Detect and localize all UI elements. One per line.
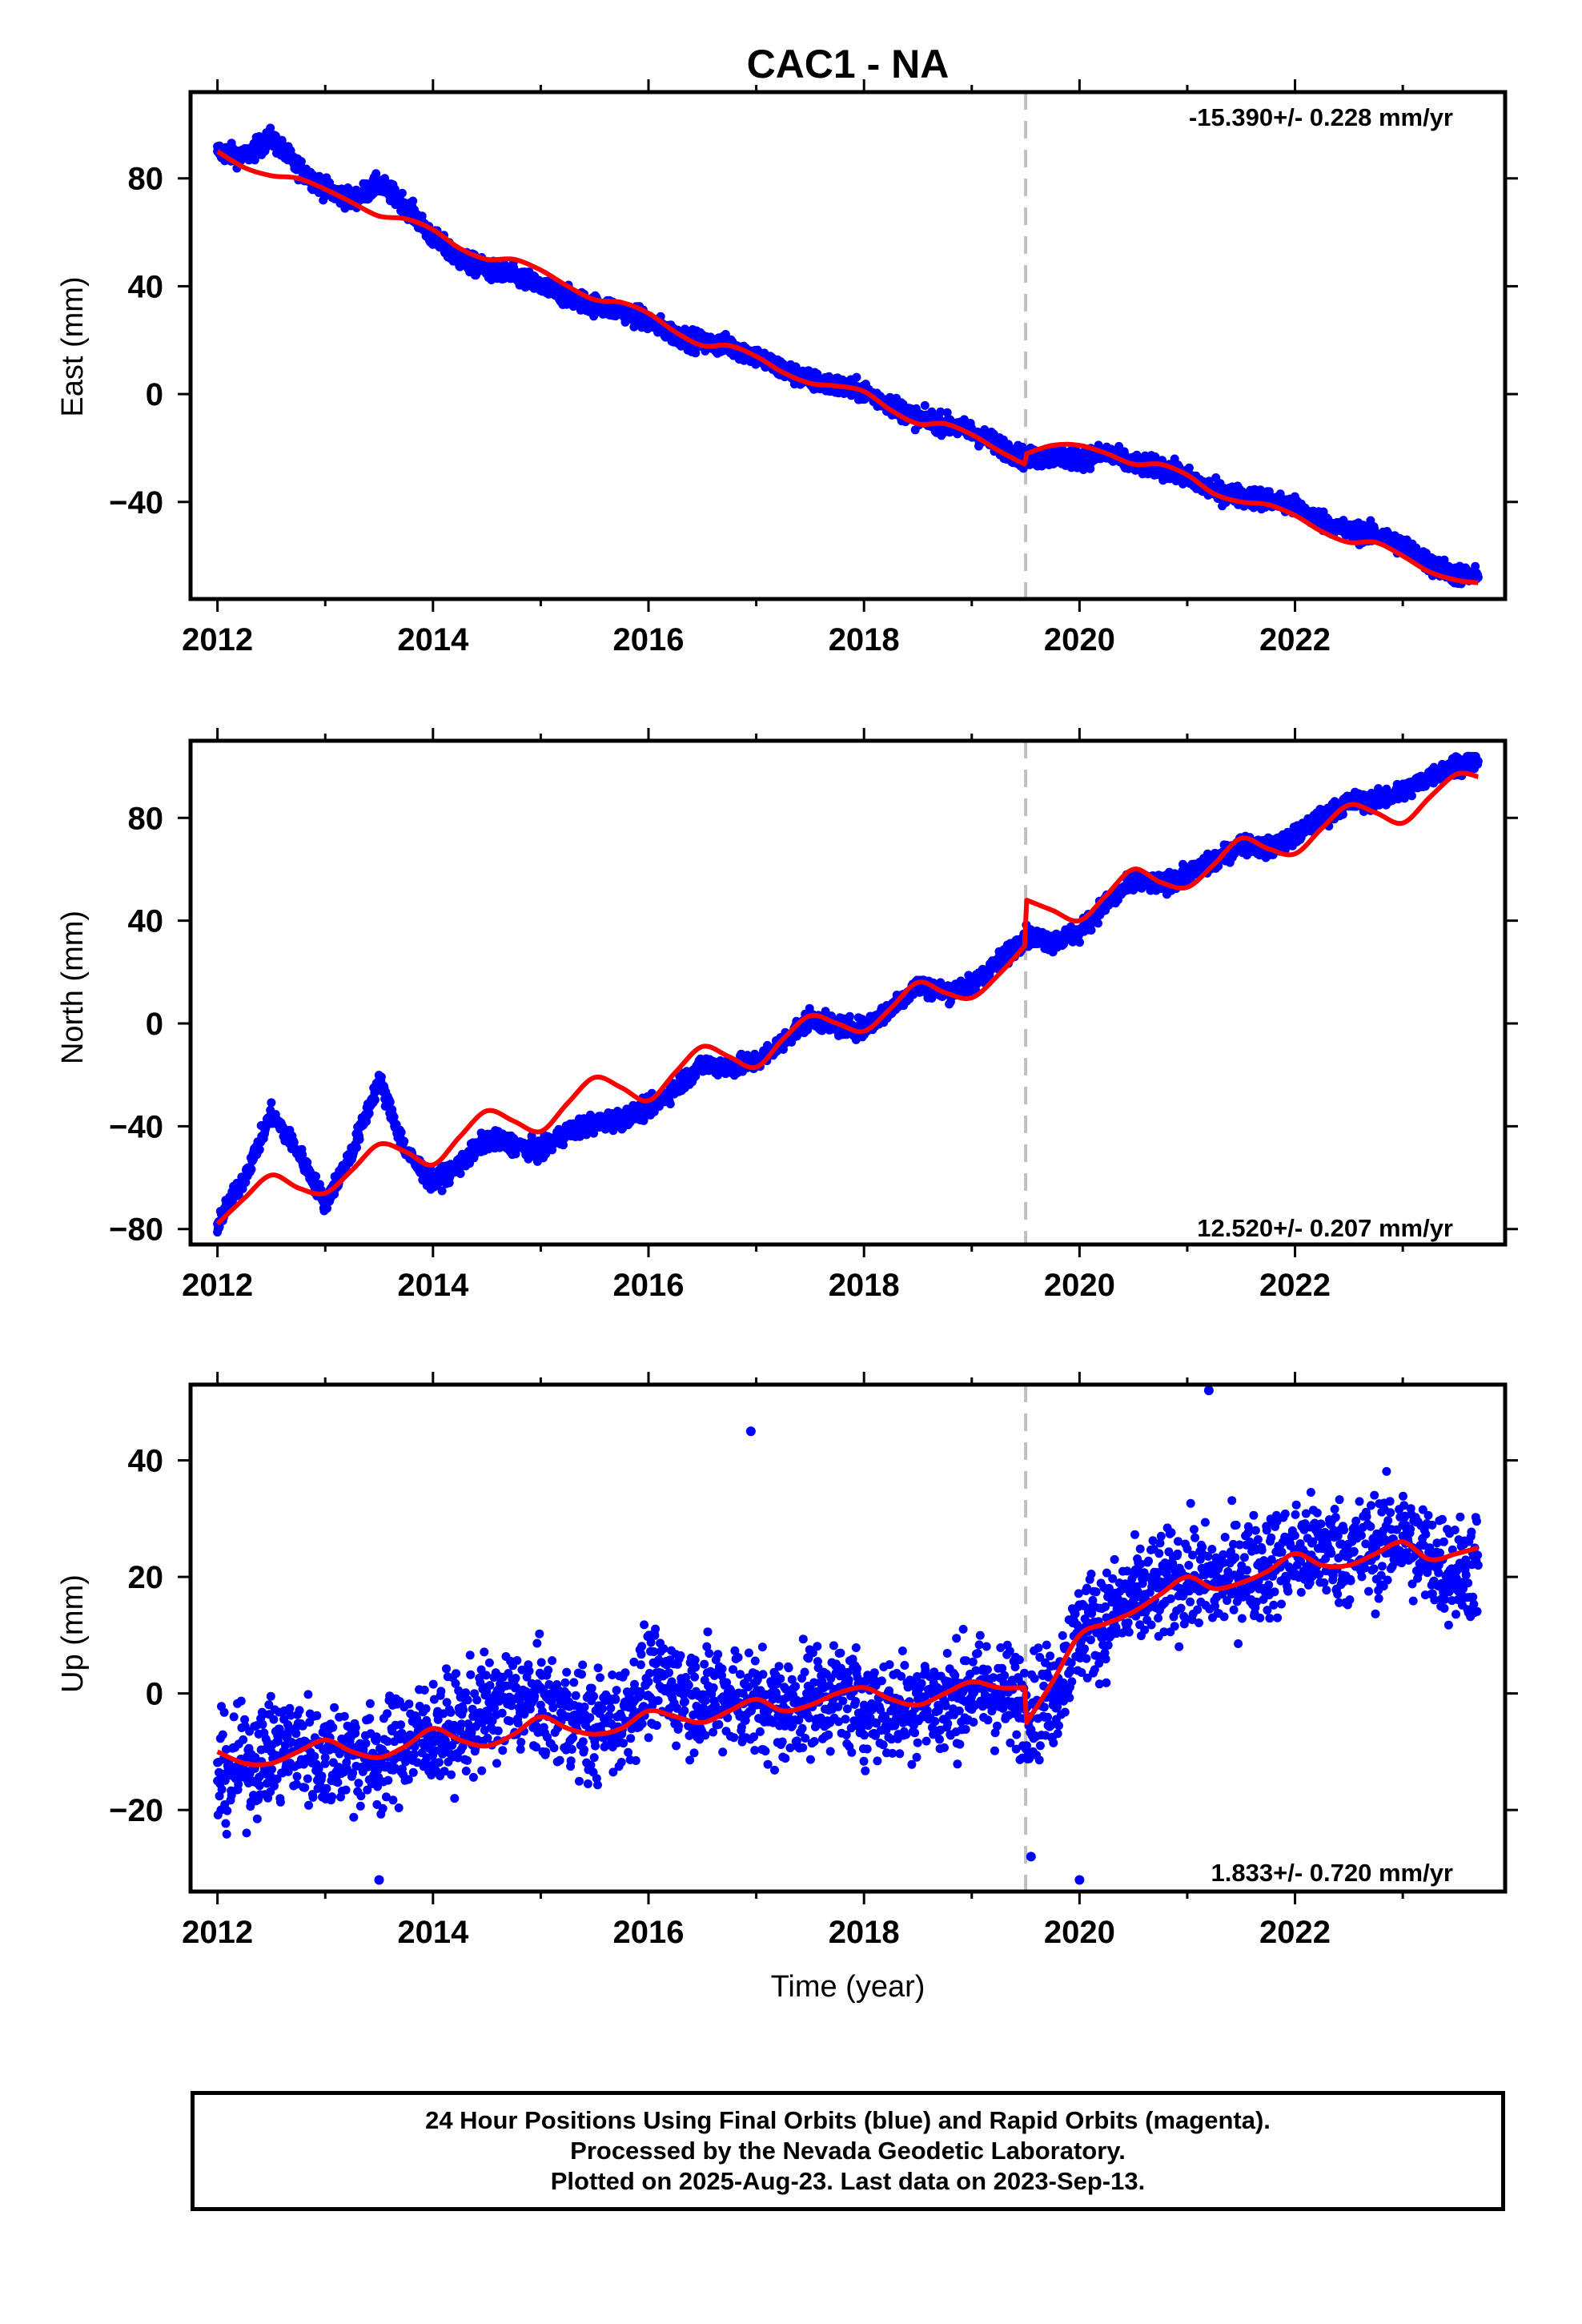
north-x-tick-label: 2012 xyxy=(182,1268,253,1303)
north-rate-label: 12.520+/- 0.207 mm/yr xyxy=(1197,1214,1453,1242)
east-panel: East (mm) -15.390+/- 0.228 mm/yr 2012 201… xyxy=(56,79,1518,657)
north-y-tick-label: 0 xyxy=(146,1007,163,1042)
north-y-axis-label: North (mm) xyxy=(56,911,90,1064)
up-frame xyxy=(188,1382,1508,1894)
up-x-tick-label: 2020 xyxy=(1044,1915,1115,1950)
footer-line-2: Processed by the Nevada Geodetic Laborat… xyxy=(570,2137,1126,2165)
up-outlier-point xyxy=(745,1426,756,1437)
east-y-tick-label: 0 xyxy=(146,377,163,412)
footer-note-box: 24 Hour Positions Using Final Orbits (bl… xyxy=(191,2091,1505,2211)
north-y-tick-label: −80 xyxy=(109,1212,163,1248)
up-y-tick-label: −20 xyxy=(109,1793,163,1828)
east-y-axis-label: East (mm) xyxy=(56,276,90,416)
north-points xyxy=(213,751,1483,1237)
footer-line-3: Plotted on 2025-Aug-23. Last data on 202… xyxy=(550,2167,1146,2195)
up-y-tick-label: 20 xyxy=(128,1560,164,1595)
east-x-tick-label: 2022 xyxy=(1259,622,1331,657)
up-x-tick-label: 2016 xyxy=(613,1915,685,1950)
up-x-tick-label: 2022 xyxy=(1259,1915,1331,1950)
north-x-tick-label: 2014 xyxy=(397,1268,469,1303)
up-panel: Up (mm) 1.833+/- 0.720 mm/yr Time (year)… xyxy=(56,1372,1518,2004)
east-frame xyxy=(188,90,1508,601)
north-frame xyxy=(188,738,1508,1247)
east-x-tick-label: 2014 xyxy=(397,622,469,657)
north-plot-area xyxy=(213,741,1483,1244)
up-x-tick-label: 2014 xyxy=(397,1915,469,1950)
up-rate-label: 1.833+/- 0.720 mm/yr xyxy=(1211,1859,1453,1887)
east-x-tick-label: 2012 xyxy=(182,622,253,657)
north-x-tick-label: 2018 xyxy=(829,1268,900,1303)
up-outlier-point xyxy=(1074,1875,1085,1885)
north-x-tick-label: 2016 xyxy=(613,1268,685,1303)
north-x-tick-label: 2022 xyxy=(1259,1268,1331,1303)
east-plot-area xyxy=(213,92,1483,599)
east-y-tick-label: 40 xyxy=(128,269,164,304)
east-x-tick-label: 2016 xyxy=(613,622,685,657)
up-point xyxy=(1102,1613,1111,1622)
up-x-tick-label: 2012 xyxy=(182,1915,253,1950)
up-point xyxy=(320,1753,330,1763)
north-y-tick-label: −40 xyxy=(109,1109,163,1144)
up-outlier-point xyxy=(1203,1385,1214,1396)
up-points xyxy=(213,1385,1483,1885)
footer-line-1: 24 Hour Positions Using Final Orbits (bl… xyxy=(425,2106,1271,2134)
east-x-tick-label: 2018 xyxy=(829,622,900,657)
north-x-tick-label: 2020 xyxy=(1044,1268,1115,1303)
up-y-axis-label: Up (mm) xyxy=(56,1574,90,1693)
east-y-tick-label: 80 xyxy=(128,162,164,197)
up-model-fit-line xyxy=(216,1539,1480,1767)
east-points xyxy=(213,123,1483,589)
north-panel: North (mm) 12.520+/- 0.207 mm/yr 2012 201… xyxy=(56,728,1518,1303)
up-y-tick-label: 0 xyxy=(146,1677,163,1712)
east-y-tick-label: −40 xyxy=(109,485,163,521)
east-rate-label: -15.390+/- 0.228 mm/yr xyxy=(1189,103,1453,131)
north-model-fit-line xyxy=(215,770,1480,1226)
north-y-tick-label: 40 xyxy=(128,904,164,939)
up-x-tick-label: 2018 xyxy=(829,1915,900,1950)
x-axis-label: Time (year) xyxy=(771,1970,926,2004)
up-outlier-point xyxy=(1026,1852,1036,1862)
up-outlier-point xyxy=(374,1875,384,1885)
up-plot-area xyxy=(213,1385,1483,1892)
east-x-tick-label: 2020 xyxy=(1044,622,1115,657)
east-model-fit-line xyxy=(216,149,1479,585)
chart-title: CAC1 - NA xyxy=(747,42,950,86)
up-y-tick-label: 40 xyxy=(128,1444,164,1479)
north-y-tick-label: 80 xyxy=(128,801,164,836)
